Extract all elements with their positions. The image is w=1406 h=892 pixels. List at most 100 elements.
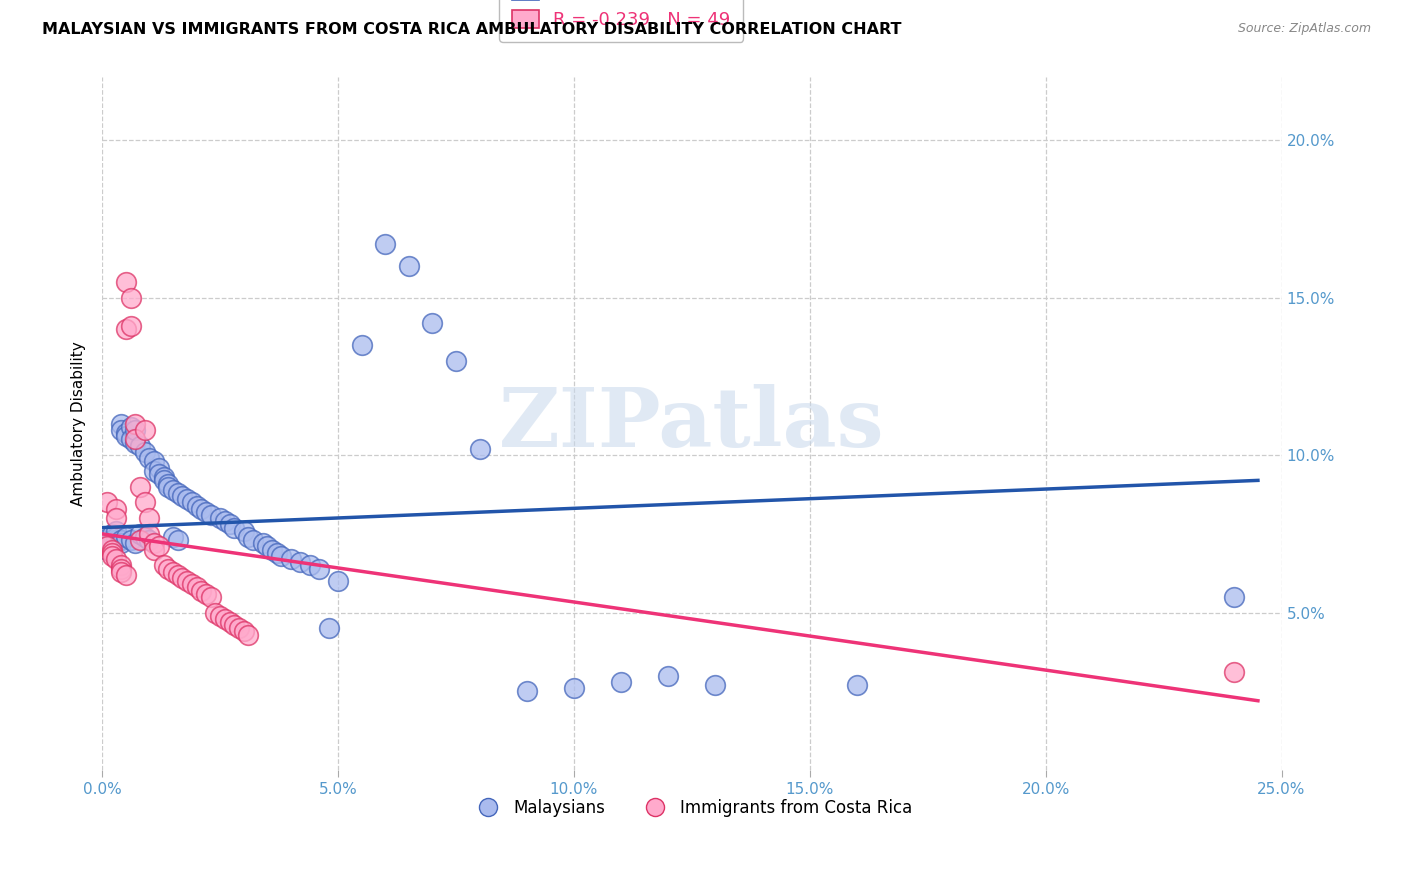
- Point: [610, 674, 633, 689]
- Point: [260, 542, 283, 557]
- Point: [105, 524, 128, 538]
- Point: [138, 533, 160, 548]
- Point: [100, 549, 122, 563]
- Point: [120, 433, 142, 447]
- Point: [195, 587, 218, 601]
- Point: [516, 684, 538, 698]
- Point: [270, 549, 292, 563]
- Point: [134, 445, 156, 459]
- Point: [209, 511, 232, 525]
- Point: [242, 533, 264, 548]
- Point: [186, 499, 208, 513]
- Point: [214, 514, 236, 528]
- Point: [91, 536, 114, 550]
- Point: [172, 571, 194, 585]
- Point: [318, 621, 340, 635]
- Point: [105, 501, 128, 516]
- Point: [129, 480, 152, 494]
- Point: [157, 561, 180, 575]
- Point: [224, 520, 246, 534]
- Point: [444, 353, 467, 368]
- Point: [96, 542, 118, 557]
- Point: [114, 426, 136, 441]
- Point: [1223, 590, 1246, 604]
- Point: [148, 460, 170, 475]
- Point: [138, 451, 160, 466]
- Point: [562, 681, 585, 695]
- Y-axis label: Ambulatory Disability: Ambulatory Disability: [72, 342, 86, 506]
- Point: [468, 442, 491, 456]
- Point: [100, 542, 122, 557]
- Point: [162, 530, 184, 544]
- Point: [350, 338, 373, 352]
- Point: [148, 467, 170, 481]
- Point: [143, 464, 166, 478]
- Point: [100, 540, 122, 554]
- Point: [190, 501, 212, 516]
- Point: [138, 527, 160, 541]
- Point: [224, 618, 246, 632]
- Point: [100, 527, 122, 541]
- Point: [96, 495, 118, 509]
- Point: [204, 606, 226, 620]
- Point: [100, 546, 122, 560]
- Point: [124, 417, 146, 431]
- Point: [96, 536, 118, 550]
- Point: [266, 546, 288, 560]
- Point: [110, 558, 132, 573]
- Point: [232, 524, 254, 538]
- Point: [172, 489, 194, 503]
- Point: [124, 435, 146, 450]
- Point: [704, 678, 727, 692]
- Point: [129, 439, 152, 453]
- Point: [134, 423, 156, 437]
- Point: [228, 621, 250, 635]
- Point: [238, 530, 260, 544]
- Point: [129, 533, 152, 548]
- Point: [180, 495, 202, 509]
- Point: [138, 511, 160, 525]
- Point: [657, 668, 679, 682]
- Point: [176, 574, 198, 588]
- Point: [422, 316, 444, 330]
- Point: [110, 533, 132, 548]
- Point: [190, 583, 212, 598]
- Point: [143, 536, 166, 550]
- Point: [374, 237, 396, 252]
- Point: [120, 420, 142, 434]
- Point: [114, 429, 136, 443]
- Point: [256, 540, 278, 554]
- Point: [280, 552, 302, 566]
- Point: [209, 608, 232, 623]
- Point: [114, 530, 136, 544]
- Text: ZIPatlas: ZIPatlas: [499, 384, 884, 464]
- Point: [162, 483, 184, 497]
- Point: [105, 533, 128, 548]
- Point: [105, 530, 128, 544]
- Point: [120, 533, 142, 548]
- Point: [152, 558, 174, 573]
- Point: [110, 536, 132, 550]
- Point: [214, 612, 236, 626]
- Legend: Malaysians, Immigrants from Costa Rica: Malaysians, Immigrants from Costa Rica: [465, 793, 920, 824]
- Point: [238, 627, 260, 641]
- Point: [91, 533, 114, 548]
- Point: [232, 624, 254, 639]
- Point: [105, 536, 128, 550]
- Point: [176, 492, 198, 507]
- Point: [134, 495, 156, 509]
- Point: [110, 417, 132, 431]
- Point: [110, 423, 132, 437]
- Point: [120, 319, 142, 334]
- Point: [290, 555, 312, 569]
- Point: [200, 508, 222, 522]
- Point: [218, 615, 240, 629]
- Point: [143, 454, 166, 468]
- Point: [120, 291, 142, 305]
- Point: [110, 565, 132, 579]
- Point: [114, 322, 136, 336]
- Point: [162, 565, 184, 579]
- Point: [124, 536, 146, 550]
- Point: [166, 486, 188, 500]
- Point: [110, 561, 132, 575]
